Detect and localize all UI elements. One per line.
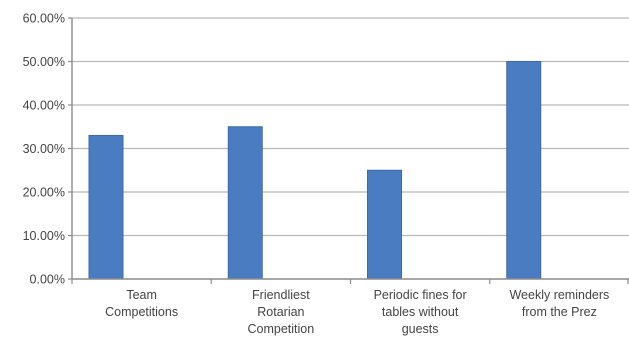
bar bbox=[227, 126, 263, 280]
axes bbox=[68, 17, 629, 284]
x-category-labels: Team Competitions Friendliest Rotarian Compe… bbox=[105, 288, 609, 336]
y-tick-label: 30.00% bbox=[23, 142, 65, 156]
y-tick-label: 60.00% bbox=[23, 12, 65, 26]
x-category-label: Competitions bbox=[105, 305, 178, 319]
bars-group bbox=[88, 61, 542, 280]
x-category-label: Team bbox=[126, 288, 157, 302]
y-tick-label: 40.00% bbox=[23, 99, 65, 113]
x-category-label: guests bbox=[402, 322, 439, 336]
x-category-label: Competition bbox=[248, 322, 315, 336]
x-category-label: Periodic fines for bbox=[374, 288, 467, 302]
x-category-label: Friendliest bbox=[252, 288, 310, 302]
y-tick-label: 0.00% bbox=[30, 273, 65, 287]
y-tick-label: 10.00% bbox=[23, 229, 65, 243]
y-tick-label: 20.00% bbox=[23, 186, 65, 200]
bar bbox=[367, 169, 402, 280]
x-category-label: from the Prez bbox=[522, 305, 597, 319]
x-category-label: Weekly reminders bbox=[509, 288, 609, 302]
gridlines bbox=[72, 17, 629, 237]
y-tick-label: 50.00% bbox=[23, 55, 65, 69]
bar bbox=[88, 134, 124, 280]
y-tick-labels: 0.00% 10.00% 20.00% 30.00% 40.00% 50.00% 60.00… bbox=[23, 12, 65, 287]
x-category-label: Rotarian bbox=[257, 305, 304, 319]
bar bbox=[506, 61, 542, 280]
x-category-label: tables without bbox=[382, 305, 459, 319]
